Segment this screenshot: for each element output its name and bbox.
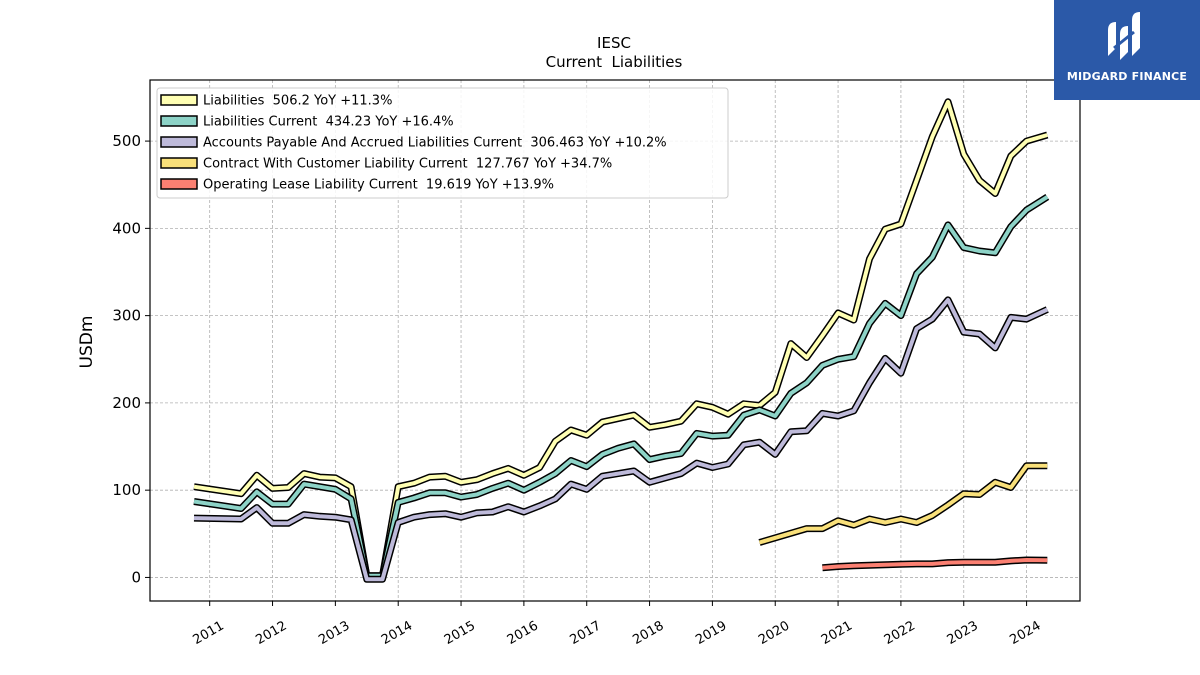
legend-label: Liabilities 506.2 YoY +11.3% [203,94,392,109]
y-tick-label: 300 [112,307,141,325]
x-tick-label: 2011 [191,618,227,648]
chart-title: IESC [597,34,631,52]
x-tick-label: 2018 [630,618,666,648]
legend-swatch [160,136,198,148]
y-tick-label: 200 [112,394,141,412]
x-tick-label: 2021 [819,618,855,648]
x-tick-label: 2023 [945,618,981,648]
legend-box [156,87,729,199]
logo-mark-icon [1108,12,1140,60]
x-ticks: 2011 2012 2013 2014 2015 2016 2017 2018 2019 2020… [191,601,1044,648]
legend-swatch [160,178,198,190]
x-tick-label: 2015 [442,618,478,648]
x-tick-label: 2012 [253,618,289,648]
x-tick-label: 2022 [882,618,918,648]
legend-label: Contract With Customer Liability Current… [203,157,612,172]
legend-label: Liabilities Current 434.23 YoY +16.4% [203,115,454,130]
series-line [758,463,1048,545]
chart-subtitle: Current Liabilities [546,53,683,71]
y-tick-label: 0 [131,568,141,586]
legend-label: Accounts Payable And Accrued Liabilities… [203,136,667,151]
plot-frame [149,79,1081,602]
legend: Liabilities 506.2 YoY +11.3% Liabilities … [156,87,729,199]
x-tick-label: 2016 [505,618,541,648]
y-ticks: 0 100 200 300 400 500 [112,132,150,586]
brand-name: MIDGARD FINANCE [1066,70,1188,83]
x-tick-label: 2014 [379,618,415,648]
series-line [193,297,1049,582]
series-layer [193,98,1050,583]
x-tick-label: 2020 [756,618,792,648]
legend-swatch [160,115,198,127]
x-tick-label: 2019 [693,618,729,648]
legend-swatch [160,94,198,106]
x-tick-label: 2013 [316,618,352,648]
series-line [822,558,1048,570]
y-tick-label: 500 [112,132,141,150]
legend-swatch [160,157,198,169]
y-tick-label: 100 [112,481,141,499]
series-outline [193,296,1049,583]
legend-label: Operating Lease Liability Current 19.619… [203,178,554,193]
brand-logo: MIDGARD FINANCE [1054,0,1200,100]
y-tick-label: 400 [112,219,141,237]
x-tick-label: 2017 [568,618,604,648]
y-axis-label: USDm [77,316,97,369]
x-tick-label: 2024 [1007,618,1043,648]
